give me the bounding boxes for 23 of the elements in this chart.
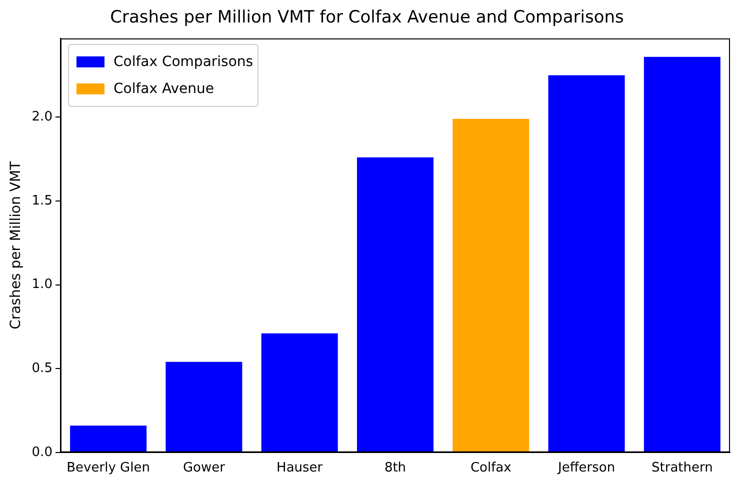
x-tick-label: Jefferson: [556, 460, 616, 476]
bar: [70, 426, 147, 452]
bar: [356, 157, 434, 452]
bar: [166, 362, 242, 452]
bar: [644, 56, 720, 452]
legend-label: Colfax Avenue: [113, 81, 214, 98]
y-tick-label: 0.5: [32, 360, 52, 376]
x-tick-label: Strathern: [651, 460, 713, 476]
y-tick-label: 1.0: [32, 277, 52, 292]
chart-title: Crashes per Million VMT for Colfax Avenue and Comparisons: [110, 8, 624, 28]
y-tick-label: 0.0: [32, 444, 52, 460]
y-tick-label: 1.5: [32, 193, 52, 208]
x-tick-label: Beverly Glen: [66, 460, 150, 476]
bar: [548, 75, 625, 452]
bar: [452, 118, 530, 452]
y-tick-label: 2.0: [32, 110, 52, 125]
bar: [261, 333, 338, 452]
x-tick-label: Colfax: [470, 460, 512, 476]
x-tick-label: Gower: [182, 460, 226, 476]
x-tick-label: Hauser: [276, 460, 324, 476]
x-tick-label: 8th: [384, 460, 406, 476]
legend-label: Colfax Comparisons: [113, 54, 254, 70]
y-axis-title: Crashes per Million VMT: [8, 160, 24, 330]
